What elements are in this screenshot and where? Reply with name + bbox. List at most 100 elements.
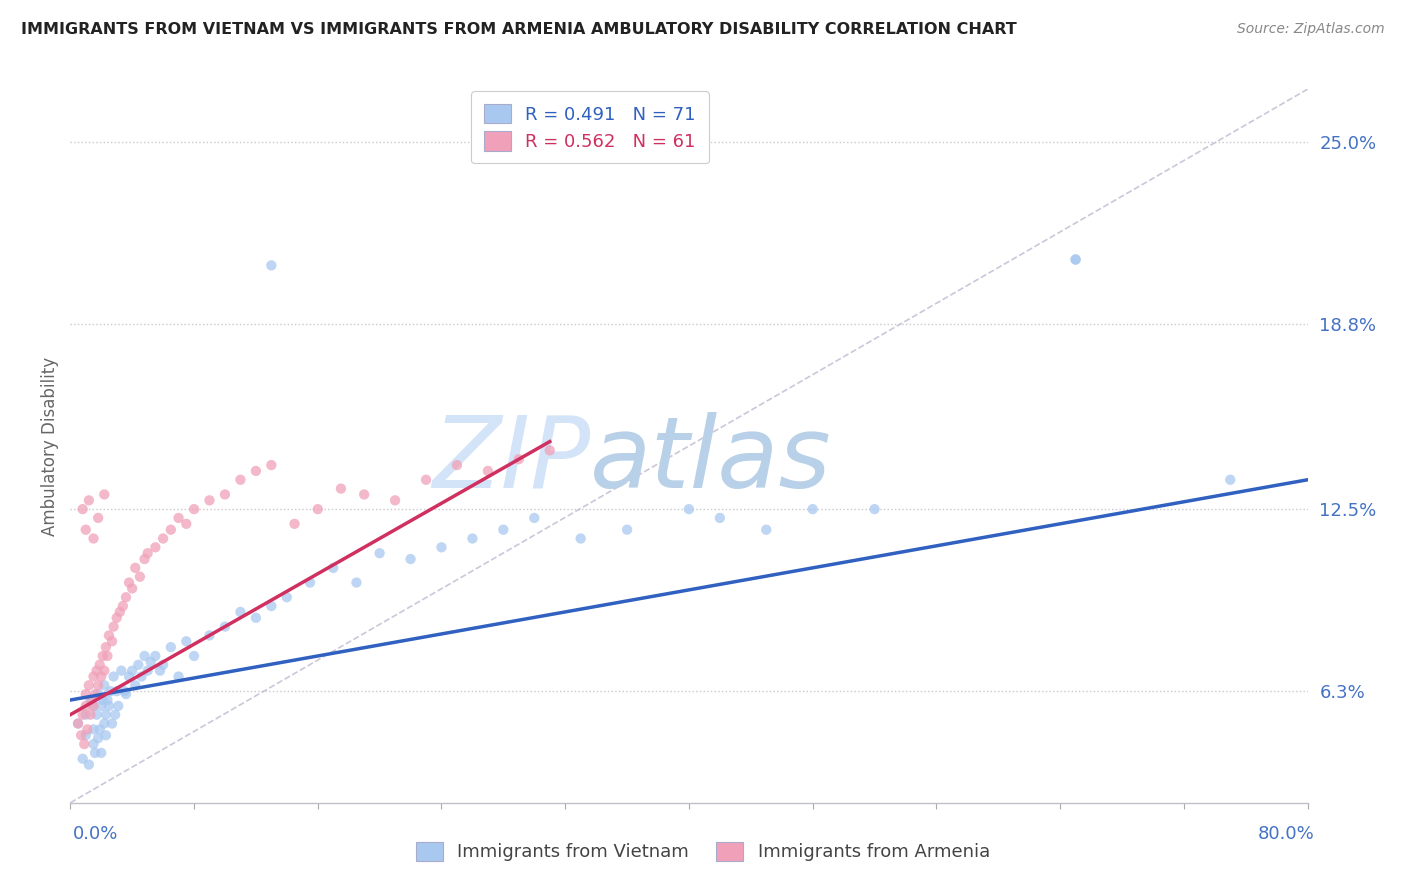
Point [100, 684, 122, 698]
Point [276, 591, 298, 605]
Point [167, 511, 190, 525]
Point [75, 728, 97, 742]
Point [330, 482, 353, 496]
Point [260, 259, 283, 273]
Point [89, 723, 111, 737]
Point [801, 502, 824, 516]
Point [198, 493, 221, 508]
Point [399, 552, 422, 566]
Point [82, 532, 105, 546]
Point [152, 657, 174, 672]
Point [86, 707, 108, 722]
Point [76, 723, 98, 737]
Point [70, 728, 93, 742]
Text: IMMIGRANTS FROM VIETNAM VS IMMIGRANTS FROM ARMENIA AMBULATORY DISABILITY CORRELA: IMMIGRANTS FROM VIETNAM VS IMMIGRANTS FR… [21, 22, 1017, 37]
Point [538, 443, 561, 458]
Point [160, 523, 183, 537]
Point [79, 707, 101, 722]
Point [678, 502, 700, 516]
Point [152, 532, 174, 546]
Point [104, 707, 127, 722]
Point [87, 731, 110, 746]
Point [93, 678, 115, 692]
Point [160, 640, 183, 655]
Y-axis label: Ambulatory Disability: Ambulatory Disability [41, 357, 59, 535]
Point [82, 737, 105, 751]
Point [183, 502, 205, 516]
Point [80, 693, 103, 707]
Point [90, 746, 112, 760]
Point [82, 723, 105, 737]
Point [1064, 252, 1087, 267]
Point [87, 511, 110, 525]
Point [145, 541, 166, 555]
Point [131, 669, 153, 683]
Text: Source: ZipAtlas.com: Source: ZipAtlas.com [1237, 22, 1385, 37]
Point [77, 678, 100, 692]
Point [863, 502, 886, 516]
Point [523, 511, 546, 525]
Point [91, 693, 114, 707]
Point [110, 664, 132, 678]
Point [75, 698, 97, 713]
Point [384, 493, 406, 508]
Point [118, 575, 141, 590]
Point [79, 693, 101, 707]
Point [108, 605, 131, 619]
Point [91, 648, 114, 663]
Point [82, 698, 105, 713]
Point [87, 678, 110, 692]
Point [446, 458, 468, 472]
Point [121, 664, 143, 678]
Point [260, 458, 283, 472]
Point [105, 611, 128, 625]
Point [139, 655, 162, 669]
Legend: Immigrants from Vietnam, Immigrants from Armenia: Immigrants from Vietnam, Immigrants from… [404, 829, 1002, 874]
Point [415, 473, 437, 487]
Point [229, 605, 252, 619]
Point [322, 561, 344, 575]
Point [492, 523, 515, 537]
Point [136, 546, 159, 560]
Legend: R = 0.491   N = 71, R = 0.562   N = 61: R = 0.491 N = 71, R = 0.562 N = 61 [471, 91, 709, 163]
Point [1219, 473, 1241, 487]
Point [96, 693, 118, 707]
Point [101, 634, 124, 648]
Point [94, 728, 117, 742]
Point [129, 570, 152, 584]
Point [124, 561, 146, 575]
Point [149, 664, 172, 678]
Point [77, 493, 100, 508]
Point [84, 746, 107, 760]
Point [77, 757, 100, 772]
Point [118, 669, 141, 683]
Point [284, 516, 307, 531]
Point [98, 628, 120, 642]
Point [75, 707, 97, 722]
Point [82, 669, 105, 683]
Point [115, 687, 138, 701]
Point [93, 487, 115, 501]
Point [214, 487, 236, 501]
Point [114, 684, 135, 698]
Point [183, 648, 205, 663]
Point [103, 619, 125, 633]
Point [174, 516, 197, 531]
Point [67, 716, 90, 731]
Point [167, 669, 190, 683]
Text: atlas: atlas [591, 412, 831, 508]
Point [103, 669, 125, 683]
Point [72, 752, 94, 766]
Point [346, 575, 368, 590]
Point [90, 698, 112, 713]
Point [111, 599, 134, 613]
Point [75, 687, 97, 701]
Point [477, 464, 499, 478]
Point [214, 619, 236, 633]
Point [136, 664, 159, 678]
Point [82, 698, 105, 713]
Point [86, 664, 108, 678]
Point [72, 707, 94, 722]
Point [134, 552, 156, 566]
Point [115, 591, 138, 605]
